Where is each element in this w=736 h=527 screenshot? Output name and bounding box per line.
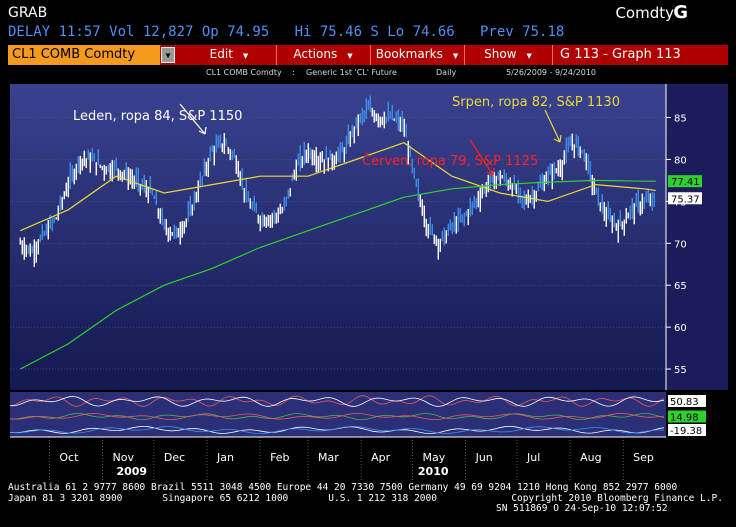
x-month-label: Sep xyxy=(633,451,654,464)
oscillator-line xyxy=(9,412,665,421)
moving-average-line-1 xyxy=(20,142,656,232)
app-label: GRAB xyxy=(8,5,48,21)
x-month-label: Apr xyxy=(371,451,391,464)
annotation-arrow xyxy=(179,103,206,135)
toolbar: CL1 COMB Comdty ▼ Edit ▼ Actions ▼ Bookmar… xyxy=(8,45,728,65)
y-tick-label: 80 xyxy=(674,155,687,166)
actions-menu-label: Actions xyxy=(293,47,338,61)
annotation-text: Červen, ropa 79, S&P 1125 xyxy=(362,153,538,169)
annotation-text: Leden, ropa 84, S&P 1150 xyxy=(73,109,242,124)
show-menu[interactable]: Show ▼ xyxy=(466,45,550,65)
moving-average-line-2 xyxy=(20,179,656,370)
graph-title: G 113 - Graph 113 xyxy=(560,47,681,62)
x-month-label: Feb xyxy=(270,451,289,464)
title-bar: GRAB Comdty G xyxy=(0,0,736,23)
oscillator-value-tag xyxy=(668,424,706,436)
bookmarks-menu-label: Bookmarks xyxy=(375,47,443,61)
last-value-tag xyxy=(668,192,702,205)
oscillator-line xyxy=(9,396,665,407)
toolbar-divider xyxy=(464,45,465,65)
market-label[interactable]: Comdty xyxy=(615,4,674,22)
security-label: CL1 COMB Comdty xyxy=(206,68,282,77)
footer: Australia 61 2 9777 8600 Brazil 5511 304… xyxy=(8,482,732,515)
chevron-down-icon: ▼ xyxy=(242,52,249,60)
x-year-label: 2009 xyxy=(116,465,147,478)
chevron-down-icon: ▼ xyxy=(347,52,353,60)
graph-key-icon[interactable]: G xyxy=(673,2,688,23)
period-label: Daily xyxy=(436,68,457,77)
x-month-label: Nov xyxy=(112,451,134,464)
y-axis-panel xyxy=(666,84,728,390)
security-description: Generic 1st 'CL' Future xyxy=(306,68,397,77)
bookmarks-menu[interactable]: Bookmarks ▼ xyxy=(372,45,462,65)
main-panel-bg xyxy=(10,84,666,390)
edit-menu[interactable]: Edit ▼ xyxy=(184,45,274,65)
arrowhead-icon xyxy=(553,134,562,143)
x-month-label: Oct xyxy=(59,451,79,464)
annotation-arrow xyxy=(544,109,561,143)
oscillator-line xyxy=(9,395,665,407)
x-month-label: Jan xyxy=(216,451,234,464)
x-month-label: May xyxy=(423,451,446,464)
y-tick-label: 65 xyxy=(674,281,687,292)
arrowhead-icon xyxy=(198,126,207,135)
x-month-label: Aug xyxy=(580,451,601,464)
toolbar-divider xyxy=(276,45,277,65)
actions-menu[interactable]: Actions ▼ xyxy=(278,45,368,65)
oscillator-line xyxy=(9,413,665,421)
y-tick-label: 55 xyxy=(674,365,687,376)
date-range: 5/26/2009 - 9/24/2010 xyxy=(506,68,597,77)
toolbar-divider xyxy=(370,45,371,65)
oscillator-line xyxy=(9,426,665,434)
x-month-label: Jul xyxy=(526,451,540,464)
show-menu-label: Show xyxy=(484,47,517,61)
oscillator-value-tag xyxy=(668,410,706,423)
x-axis-panel xyxy=(10,437,666,480)
y-tick-label: 70 xyxy=(674,239,687,250)
x-month-label: Dec xyxy=(164,451,185,464)
toolbar-divider xyxy=(552,45,553,65)
last-value-label: 77.41 xyxy=(671,177,700,188)
arrowhead-icon xyxy=(486,167,495,176)
edit-menu-label: Edit xyxy=(209,47,233,61)
x-month-label: Mar xyxy=(318,451,339,464)
oscillator-value-label: 50.83 xyxy=(670,397,699,408)
chevron-down-icon: ▼ xyxy=(526,52,532,60)
last-value-label: 75.37 xyxy=(671,194,700,205)
subheader-separator: : xyxy=(292,68,295,77)
last-value-tag xyxy=(668,175,702,188)
oscillator-value-tag xyxy=(668,395,706,407)
footer-line-2: Japan 81 3 3201 8900 Singapore 65 6212 1… xyxy=(8,492,723,504)
quote-line: DELAY 11:57 Vol 12,827 Op 74.95 Hi 75.46… xyxy=(8,24,565,40)
chart-subheader: CL1 COMB Comdty : Generic 1st 'CL' Futur… xyxy=(8,66,728,81)
ticker-field[interactable]: CL1 COMB Comdty xyxy=(8,45,160,65)
chevron-down-icon: ▼ xyxy=(452,52,459,60)
oscillator-value-label: 14.98 xyxy=(670,413,699,424)
annotation-arrow xyxy=(469,139,494,176)
y-tick-label: 60 xyxy=(674,323,687,334)
oscillator-panel-1 xyxy=(10,392,666,410)
annotation-text: Srpen, ropa 82, S&P 1130 xyxy=(452,95,620,110)
oscillator-panel-3 xyxy=(10,423,666,437)
footer-line-3: SN 511869 O 24-Sep-10 12:07:52 xyxy=(496,503,668,514)
y-tick-label: 85 xyxy=(674,114,687,125)
ticker-dropdown-icon[interactable]: ▼ xyxy=(161,47,175,63)
oscillator-value-label: -19.38 xyxy=(670,426,702,437)
footer-line-1: Australia 61 2 9777 8600 Brazil 5511 304… xyxy=(8,482,678,493)
x-year-label: 2010 xyxy=(418,465,449,478)
x-month-label: Jun xyxy=(475,451,493,464)
